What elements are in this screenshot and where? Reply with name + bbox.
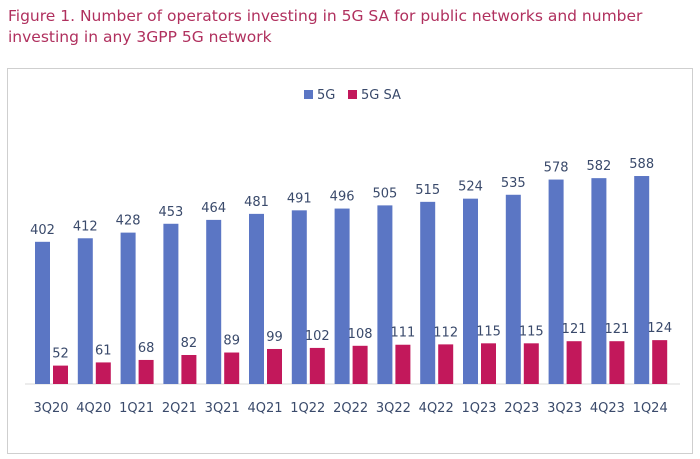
label-5g-sa-4Q22: 112 (433, 325, 458, 340)
label-5g-3Q22: 505 (372, 186, 397, 201)
label-5g-sa-3Q21: 89 (223, 334, 240, 349)
x-tick-4Q21: 4Q21 (247, 401, 282, 416)
label-5g-4Q21: 481 (244, 195, 269, 210)
label-5g-sa-3Q22: 111 (390, 326, 415, 341)
x-tick-2Q21: 2Q21 (162, 401, 197, 416)
x-tick-4Q22: 4Q22 (419, 401, 454, 416)
label-5g-2Q23: 535 (501, 176, 526, 191)
legend-5g-sa-label: 5G SA (361, 88, 401, 103)
label-5g-1Q21: 428 (116, 214, 141, 229)
bar-5g-2Q22 (335, 209, 350, 384)
label-5g-sa-3Q23: 121 (562, 322, 587, 337)
bar-5g-sa-1Q22 (310, 348, 325, 384)
label-5g-sa-4Q21: 99 (266, 330, 283, 345)
label-5g-1Q23: 524 (458, 180, 483, 195)
bar-5g-sa-4Q21 (267, 349, 282, 384)
bar-5g-sa-1Q23 (481, 343, 496, 384)
bar-5g-3Q20 (35, 242, 50, 384)
bar-5g-sa-4Q22 (438, 344, 453, 384)
label-5g-3Q21: 464 (201, 201, 226, 216)
bar-5g-sa-3Q20 (53, 366, 68, 384)
bar-5g-4Q20 (78, 238, 93, 384)
x-tick-2Q23: 2Q23 (504, 401, 539, 416)
label-5g-sa-2Q23: 115 (519, 324, 544, 339)
bar-5g-4Q22 (420, 202, 435, 384)
label-5g-sa-1Q21: 68 (138, 341, 155, 356)
label-5g-1Q24: 588 (629, 157, 654, 172)
bar-5g-sa-3Q22 (395, 345, 410, 384)
legend-5g-swatch (304, 90, 313, 99)
legend-5g-label: 5G (317, 88, 335, 103)
bar-5g-1Q23 (463, 199, 478, 384)
label-5g-1Q22: 491 (287, 191, 312, 206)
x-tick-3Q22: 3Q22 (376, 401, 411, 416)
bar-5g-1Q21 (121, 233, 136, 384)
bar-5g-sa-1Q21 (139, 360, 154, 384)
x-tick-1Q23: 1Q23 (461, 401, 496, 416)
bar-5g-sa-3Q21 (224, 353, 239, 384)
bar-5g-sa-4Q20 (96, 362, 111, 384)
legend-5g-sa-swatch (348, 90, 357, 99)
label-5g-4Q23: 582 (586, 159, 611, 174)
x-tick-3Q23: 3Q23 (547, 401, 582, 416)
label-5g-3Q20: 402 (30, 223, 55, 238)
label-5g-sa-2Q21: 82 (181, 336, 198, 351)
label-5g-sa-3Q20: 52 (52, 347, 69, 362)
label-5g-sa-1Q24: 124 (647, 321, 672, 336)
label-5g-sa-1Q23: 115 (476, 324, 501, 339)
bar-5g-sa-2Q21 (181, 355, 196, 384)
label-5g-sa-2Q22: 108 (348, 327, 373, 342)
x-tick-1Q22: 1Q22 (290, 401, 325, 416)
bar-5g-4Q21 (249, 214, 264, 384)
bar-5g-1Q24 (634, 176, 649, 384)
label-5g-3Q23: 578 (544, 161, 569, 176)
bar-5g-sa-1Q24 (652, 340, 667, 384)
x-tick-4Q20: 4Q20 (76, 401, 111, 416)
label-5g-sa-4Q20: 61 (95, 343, 112, 358)
bar-5g-2Q21 (163, 224, 178, 384)
bar-5g-3Q21 (206, 220, 221, 384)
x-tick-2Q22: 2Q22 (333, 401, 368, 416)
bar-5g-sa-4Q23 (609, 341, 624, 384)
label-5g-2Q21: 453 (158, 205, 183, 220)
bar-5g-2Q23 (506, 195, 521, 384)
bar-chart: 402 52 3Q20 412 61 4Q20 428 68 1Q21 453 82 2Q21 464 8… (0, 0, 700, 459)
x-tick-1Q24: 1Q24 (633, 401, 668, 416)
label-5g-sa-1Q22: 102 (305, 329, 330, 344)
label-5g-4Q22: 515 (415, 183, 440, 198)
bar-5g-4Q23 (591, 178, 606, 384)
bar-5g-sa-2Q22 (353, 346, 368, 384)
label-5g-2Q22: 496 (330, 190, 355, 205)
x-tick-1Q21: 1Q21 (119, 401, 154, 416)
bar-5g-3Q22 (377, 205, 392, 384)
bar-5g-sa-3Q23 (567, 341, 582, 384)
bar-5g-3Q23 (549, 180, 564, 384)
label-5g-4Q20: 412 (73, 219, 98, 234)
x-tick-3Q20: 3Q20 (33, 401, 68, 416)
x-tick-4Q23: 4Q23 (590, 401, 625, 416)
label-5g-sa-4Q23: 121 (604, 322, 629, 337)
x-tick-3Q21: 3Q21 (205, 401, 240, 416)
bar-5g-1Q22 (292, 210, 307, 384)
bar-5g-sa-2Q23 (524, 343, 539, 384)
